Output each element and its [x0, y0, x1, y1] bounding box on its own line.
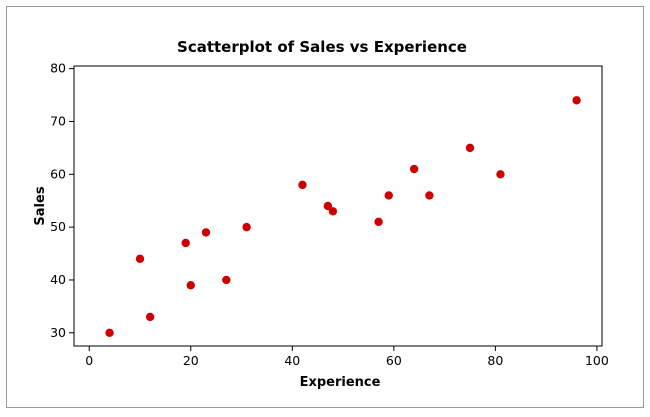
data-point	[181, 238, 190, 248]
x-tick-label: 40	[284, 353, 300, 368]
data-point	[496, 170, 505, 179]
y-tick-label: 40	[50, 272, 66, 287]
data-point	[409, 164, 419, 174]
y-tick-label: 50	[50, 219, 66, 234]
data-point	[384, 191, 393, 200]
data-point	[328, 207, 338, 216]
plot-area	[73, 65, 603, 347]
data-point	[572, 96, 581, 105]
chart-title: Scatterplot of Sales vs Experience	[177, 38, 467, 56]
data-points	[105, 96, 581, 337]
x-axis: 0 20 40 60 80 100	[85, 346, 609, 368]
data-point	[298, 180, 307, 190]
data-point	[201, 228, 211, 237]
data-point	[323, 201, 333, 211]
x-tick-label: 60	[386, 353, 402, 368]
x-tick-label: 80	[487, 353, 503, 368]
data-point	[425, 191, 434, 200]
data-point	[465, 143, 475, 153]
data-point	[105, 328, 114, 337]
data-point	[242, 222, 251, 232]
data-point	[145, 312, 155, 322]
y-tick-label: 70	[50, 113, 66, 128]
data-point	[186, 281, 195, 290]
y-tick-label: 80	[50, 61, 66, 76]
y-axis: 30 40 50 60 70 80	[50, 61, 74, 340]
y-axis-label: Sales	[33, 186, 48, 225]
x-tick-label: 0	[85, 353, 93, 368]
x-tick-label: 20	[183, 353, 199, 368]
y-tick-label: 30	[50, 325, 66, 340]
y-tick-label: 60	[50, 166, 66, 181]
data-point	[135, 254, 145, 264]
data-point	[374, 217, 383, 227]
x-tick-label: 100	[585, 353, 609, 368]
x-axis-label: Experience	[300, 375, 381, 390]
data-point	[222, 275, 231, 285]
